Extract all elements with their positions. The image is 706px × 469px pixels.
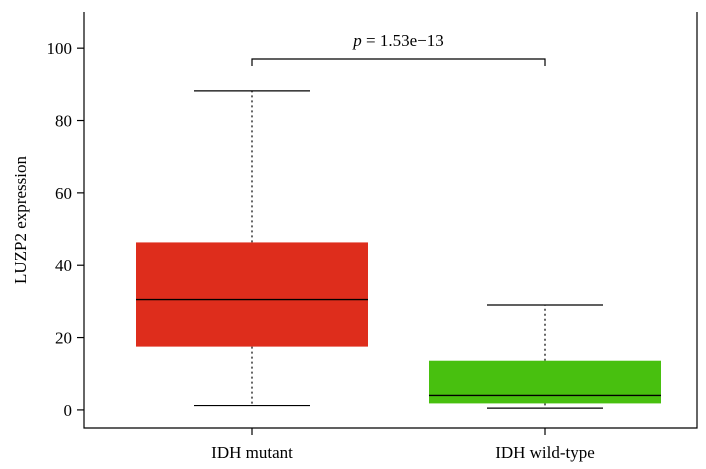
box-group: [429, 304, 661, 409]
p-value-annotation: p = 1.53e−13: [352, 31, 443, 50]
significance-bracket: [251, 58, 546, 67]
y-tick-label: 20: [55, 329, 72, 348]
boxes: [136, 90, 661, 409]
p-label: p: [352, 31, 362, 50]
p-value: = 1.53e−13: [362, 31, 444, 50]
iqr-box: [429, 360, 661, 404]
plot-border: [83, 12, 698, 429]
x-axis: IDH mutant IDH wild-type: [211, 428, 595, 462]
y-tick-label: 40: [55, 256, 72, 275]
y-tick-label: 100: [47, 39, 73, 58]
x-category-label: IDH wild-type: [495, 443, 595, 462]
y-tick-label: 0: [64, 401, 73, 420]
x-category-label: IDH mutant: [211, 443, 293, 462]
y-tick-label: 60: [55, 184, 72, 203]
y-axis: 0 20 40 60 80 100: [47, 39, 84, 420]
y-tick-label: 80: [55, 112, 72, 131]
plot-frame: [83, 12, 698, 429]
box-group: [136, 90, 368, 407]
significance-annotation: p = 1.53e−13: [251, 31, 546, 67]
iqr-box: [136, 242, 368, 347]
y-axis-title: LUZP2 expression: [11, 156, 30, 284]
